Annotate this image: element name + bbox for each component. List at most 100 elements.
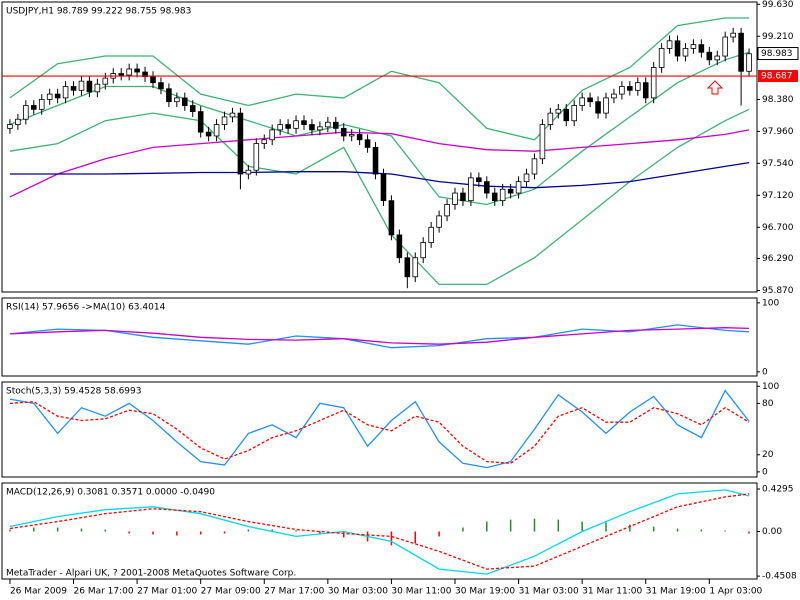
candle-body: [356, 134, 363, 141]
candle-body: [396, 234, 403, 259]
candle-body: [603, 97, 609, 114]
indicator-line: [9, 161, 750, 189]
y-tick-label: 20: [762, 450, 774, 460]
x-tick-label: 31 Mar 03:00: [519, 587, 579, 597]
candle-body: [54, 93, 61, 99]
candle-body: [746, 53, 752, 72]
panel-frame: [1, 1, 758, 293]
x-tick-label: 27 Mar 01:00: [137, 587, 197, 597]
candle-body: [611, 93, 617, 99]
candle-body: [619, 86, 625, 95]
y-tick-label: 100: [762, 382, 779, 392]
candle-body: [301, 120, 307, 125]
candle-body: [134, 68, 140, 73]
candle-body: [674, 40, 681, 57]
candle-body: [261, 139, 268, 144]
candle-body: [412, 257, 419, 278]
candle-body: [118, 73, 124, 76]
candle-body: [86, 80, 93, 93]
candle-body: [253, 143, 260, 171]
candle-body: [221, 116, 228, 125]
candle-body: [166, 88, 172, 103]
candle-body: [277, 124, 283, 131]
candle-body: [62, 86, 69, 99]
candle-body: [237, 112, 244, 175]
candle-body: [348, 134, 355, 137]
x-tick-label: 1 Apr 03:00: [709, 587, 762, 597]
candle-body: [444, 204, 450, 217]
candle-body: [78, 80, 85, 91]
bid-label-box: [758, 70, 798, 83]
candle-body: [507, 188, 514, 194]
panel-title: MACD(12,26,9) 0.3081 0.3571 0.0000 -0.04…: [6, 488, 215, 498]
candle-body: [340, 127, 347, 137]
candle-body: [15, 118, 21, 125]
x-tick-label: 30 Mar 19:00: [455, 587, 515, 597]
indicator-line: [9, 489, 750, 575]
candle-body: [650, 67, 657, 99]
y-tick-label: 0: [762, 467, 768, 477]
candle-body: [587, 97, 593, 103]
candle-body: [213, 124, 220, 137]
candle-body: [555, 108, 562, 114]
candle-body: [460, 192, 466, 202]
footer: MetaTrader - Alpari UK, ? 2001-2008 Meta…: [6, 569, 296, 579]
indicator-line: [9, 17, 750, 141]
candle-body: [523, 173, 530, 183]
candle-body: [658, 48, 665, 68]
candle-body: [182, 97, 188, 106]
candle-body: [635, 82, 641, 91]
x-tick-label: 26 Mar 17:00: [74, 587, 134, 597]
candle-body: [333, 121, 339, 129]
y-tick-label: 96.700: [762, 223, 794, 233]
y-tick-label: 98.380: [762, 95, 794, 105]
candle-body: [388, 200, 395, 236]
candle-body: [189, 105, 196, 113]
candle-body: [666, 40, 673, 49]
candle-body: [285, 124, 291, 129]
candle-body: [595, 101, 601, 114]
candle-body: [436, 215, 442, 228]
candle-body: [23, 105, 29, 120]
candle-body: [126, 68, 132, 76]
bid-label: 98.687: [761, 72, 793, 82]
candle-body: [150, 76, 156, 84]
panel-title: Stoch(5,3,3) 59.4528 58.6993: [6, 387, 141, 397]
indicator-line: [9, 129, 750, 198]
panel-title: USDJPY,H1 98.789 99.222 98.755 98.983: [6, 7, 191, 17]
candle-body: [372, 146, 379, 175]
candle-body: [706, 51, 713, 61]
y-tick-label: 100: [762, 298, 779, 308]
candle-body: [309, 124, 315, 131]
candle-body: [317, 126, 323, 131]
candle-body: [197, 111, 204, 133]
candle-body: [205, 131, 212, 137]
candle-body: [531, 158, 538, 175]
y-tick-label: 0.00: [762, 527, 782, 537]
candle-body: [38, 99, 45, 110]
candle-body: [452, 192, 458, 205]
y-tick-label: -0.4508: [762, 572, 797, 582]
indicator-line: [9, 51, 750, 206]
candle-body: [579, 97, 585, 106]
last-price-label: 98.983: [761, 49, 793, 59]
candle-body: [698, 44, 705, 53]
x-tick-label: 31 Mar 19:00: [646, 587, 706, 597]
candle-body: [428, 226, 434, 243]
candle-body: [547, 112, 554, 125]
candle-body: [70, 86, 77, 91]
candle-body: [245, 169, 252, 175]
candle-body: [31, 105, 37, 110]
alert-arrow: [706, 80, 724, 95]
candle-body: [404, 257, 411, 278]
candle-body: [730, 32, 736, 38]
last-price-box: [757, 47, 799, 61]
y-tick-label: 80: [762, 399, 774, 409]
candle-body: [499, 188, 506, 202]
candle-body: [325, 121, 331, 128]
candle-body: [380, 173, 387, 202]
candle-body: [7, 124, 13, 129]
x-tick-label: 27 Mar 17:00: [264, 587, 324, 597]
